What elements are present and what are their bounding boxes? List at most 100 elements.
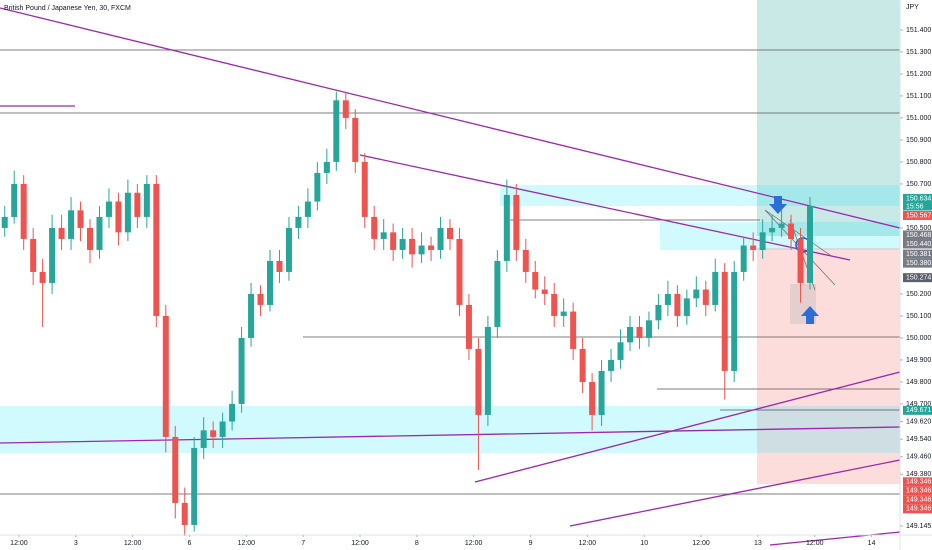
- y-tick-label: 149.380: [906, 471, 931, 478]
- candle-body: [731, 271, 738, 371]
- y-tick-label: 151.300: [906, 49, 931, 56]
- candle-body: [210, 430, 217, 437]
- candle-body: [807, 205, 813, 283]
- y-tick-label: 151.200: [906, 71, 931, 78]
- trend-line: [0, 426, 901, 444]
- y-tick-label: 150.000: [906, 335, 931, 342]
- candle-body: [399, 238, 406, 250]
- candle-body: [115, 201, 122, 233]
- candle-body: [285, 227, 292, 272]
- candle-body: [503, 194, 510, 261]
- candle-body: [475, 348, 482, 415]
- y-tick-label: 151.000: [906, 115, 931, 122]
- price-tag-label: 150.274: [906, 275, 931, 282]
- candle-body: [295, 216, 302, 228]
- price-tag: [903, 210, 932, 220]
- x-tick-label: 12:00: [579, 540, 597, 547]
- x-tick-label: 3: [74, 540, 78, 547]
- candles: [1, 91, 813, 536]
- candle-body: [484, 326, 491, 415]
- candle-body: [361, 161, 368, 217]
- candle-body: [124, 192, 131, 233]
- candle-body: [276, 260, 283, 272]
- candle-body: [304, 201, 311, 217]
- candle-body: [702, 289, 709, 305]
- candle-body: [579, 348, 586, 382]
- x-tick-label: 14: [868, 540, 876, 547]
- candle-body: [645, 320, 652, 338]
- candle-body: [674, 293, 681, 316]
- candle-body: [532, 271, 539, 290]
- candle-body: [627, 326, 633, 343]
- candle-body: [162, 315, 169, 437]
- x-tick-label: 12:00: [465, 540, 483, 547]
- candle-body: [769, 227, 776, 233]
- trend-line: [0, 7, 901, 229]
- price-tag: [903, 405, 932, 415]
- y-tick-label: 150.900: [906, 137, 931, 144]
- candle-body: [380, 232, 387, 239]
- x-tick-label: 12:00: [806, 540, 824, 547]
- price-tag: [903, 249, 932, 259]
- candle-body: [390, 232, 397, 250]
- y-tick-label: 150.100: [906, 313, 931, 320]
- candle-body: [238, 337, 245, 404]
- candle-body: [96, 216, 103, 250]
- candle-body: [664, 293, 671, 305]
- stop-zone: [757, 248, 900, 484]
- candle-body: [797, 238, 804, 283]
- fan-line: [764, 209, 831, 256]
- candle-body: [617, 342, 624, 360]
- arrow-up: [801, 306, 819, 324]
- y-tick-label: 149.800: [906, 379, 931, 386]
- candle-body: [636, 326, 643, 338]
- y-tick-label: 149.460: [906, 454, 931, 461]
- zone: [500, 185, 900, 206]
- price-tag: [903, 273, 932, 283]
- candle-body: [560, 311, 567, 316]
- candle-body: [513, 194, 520, 250]
- candle-body: [352, 117, 359, 162]
- candle-body: [267, 260, 273, 305]
- candle-body: [30, 238, 37, 272]
- price-tag: [903, 193, 932, 203]
- price-tag: [903, 258, 932, 268]
- trend-line: [474, 371, 901, 483]
- candle-body: [494, 260, 501, 327]
- candle-body: [655, 304, 662, 321]
- candle-body: [229, 403, 236, 422]
- candle-body: [721, 271, 728, 371]
- x-tick-label: 10: [640, 540, 648, 547]
- price-tag-label: 150.381: [906, 251, 931, 258]
- candle-body: [428, 245, 435, 250]
- candle-body: [153, 183, 160, 316]
- candle-body: [608, 359, 615, 371]
- candle-body: [77, 210, 84, 228]
- price-tag: [903, 477, 932, 487]
- candle-body: [759, 232, 766, 250]
- x-tick-label: 8: [415, 540, 419, 547]
- y-tick-label: 150.700: [906, 181, 931, 188]
- candle-body: [750, 245, 757, 250]
- x-tick-label: 12:00: [238, 540, 256, 547]
- candle-body: [342, 100, 349, 118]
- trend-line: [359, 154, 851, 261]
- y-tick-label: 149.700: [906, 401, 931, 408]
- y-tick-label: 151.100: [906, 93, 931, 100]
- countdown-tag: [903, 202, 932, 211]
- price-tag-label: 150.380: [906, 260, 931, 267]
- x-tick-label: 13: [754, 540, 762, 547]
- y-tick-label: 149.900: [906, 357, 931, 364]
- drawings: [0, 0, 901, 546]
- arrow-down: [769, 196, 787, 214]
- candle-body: [778, 223, 785, 228]
- candle-body: [551, 293, 558, 316]
- price-tag: [903, 486, 932, 496]
- candle-body: [181, 502, 188, 525]
- y-tick-label: 150.500: [906, 225, 931, 232]
- candle-body: [200, 430, 207, 448]
- candle-body: [333, 100, 340, 162]
- candle-body: [20, 183, 27, 239]
- candle-body: [447, 227, 453, 239]
- candle-body: [598, 370, 605, 415]
